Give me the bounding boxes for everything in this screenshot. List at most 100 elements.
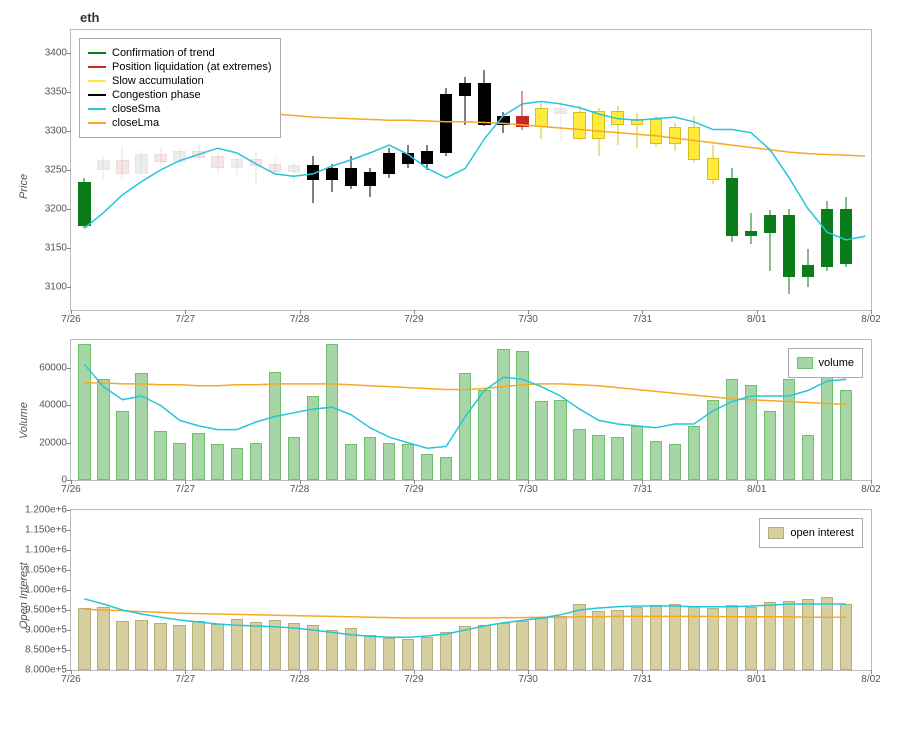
candle (821, 30, 833, 310)
oi-bar (440, 632, 452, 670)
candle (611, 30, 623, 310)
volume-bar (231, 448, 243, 480)
oi-bar (592, 611, 604, 670)
volume-bar (535, 401, 547, 480)
oi-bar (478, 625, 490, 670)
volume-bar (307, 396, 319, 480)
legend-label: Slow accumulation (112, 75, 204, 87)
candle (631, 30, 643, 310)
candle (326, 30, 338, 310)
ytick-label: 3250 (17, 165, 71, 176)
oi-bar (288, 623, 300, 670)
volume-bar (669, 444, 681, 480)
candle (421, 30, 433, 310)
oi-bar (821, 597, 833, 670)
volume-bar (478, 390, 490, 480)
oi-bar (573, 604, 585, 670)
oi-bar (421, 637, 433, 670)
oi-bar (535, 618, 547, 670)
candle (707, 30, 719, 310)
ytick-label: 1.050e+6 (17, 565, 71, 576)
volume-bar (135, 373, 147, 480)
ytick-label: 20000 (17, 437, 71, 448)
ytick-label: 3150 (17, 242, 71, 253)
volume-bar (364, 437, 376, 480)
oi-bar (269, 620, 281, 670)
oi-bar (726, 605, 738, 670)
candle (554, 30, 566, 310)
volume-bar (821, 377, 833, 480)
price-ylabel: Price (18, 174, 30, 199)
legend-label: Position liquidation (at extremes) (112, 61, 272, 73)
oi-bar (307, 625, 319, 670)
volume-bar (840, 390, 852, 480)
volume-bar (516, 351, 528, 480)
volume-bar (326, 344, 338, 480)
candle (288, 30, 300, 310)
volume-bar (288, 437, 300, 480)
ytick-label: 3350 (17, 87, 71, 98)
oi-bar (611, 610, 623, 670)
oi-bar (250, 622, 262, 670)
oi-panel: 8.000e+58.500e+59.000e+59.500e+51.000e+6… (70, 509, 872, 671)
oi-bar (764, 602, 776, 670)
candle (440, 30, 452, 310)
ytick-label: 3100 (17, 281, 71, 292)
ytick-label: 1.100e+6 (17, 545, 71, 556)
candle (669, 30, 681, 310)
candle (383, 30, 395, 310)
legend-label: Confirmation of trend (112, 47, 215, 59)
oi-bar (554, 616, 566, 670)
oi-bar (97, 607, 109, 670)
oi-bar (116, 621, 128, 670)
candle (345, 30, 357, 310)
candle (402, 30, 414, 310)
oi-bar (231, 619, 243, 670)
volume-bar (573, 429, 585, 480)
oi-bar (459, 626, 471, 670)
oi-bar (497, 623, 509, 670)
legend-label: open interest (790, 527, 854, 539)
ytick-label: 1.200e+6 (17, 505, 71, 516)
candle (535, 30, 547, 310)
oi-bar (688, 606, 700, 670)
price-legend: Confirmation of trend Position liquidatio… (79, 38, 281, 138)
ytick-label: 8.500e+5 (17, 645, 71, 656)
candle (840, 30, 852, 310)
volume-bar (631, 426, 643, 480)
volume-bar (650, 441, 662, 480)
legend-label: closeSma (112, 103, 160, 115)
volume-bar (78, 344, 90, 480)
candle (688, 30, 700, 310)
oi-bar (211, 624, 223, 670)
volume-bar (802, 435, 814, 480)
candle (592, 30, 604, 310)
oi-bar (154, 623, 166, 670)
legend-label: Congestion phase (112, 89, 201, 101)
ytick-label: 3200 (17, 203, 71, 214)
oi-bar (840, 604, 852, 670)
volume-bar (554, 400, 566, 480)
legend-label: volume (819, 357, 854, 369)
volume-bar (497, 349, 509, 480)
volume-bar (345, 444, 357, 480)
volume-bar (192, 433, 204, 480)
oi-bar (326, 630, 338, 670)
candle (726, 30, 738, 310)
volume-bar (592, 435, 604, 480)
chart-root: eth Price 31003150320032503300335034007/… (10, 10, 900, 671)
candle (478, 30, 490, 310)
ytick-label: 3400 (17, 48, 71, 59)
oi-bar (802, 599, 814, 670)
candle (650, 30, 662, 310)
legend-label: closeLma (112, 117, 159, 129)
oi-bar (516, 621, 528, 670)
ytick-label: 1.000e+6 (17, 585, 71, 596)
volume-bar (269, 372, 281, 480)
oi-bar (402, 639, 414, 670)
candle (459, 30, 471, 310)
ytick-label: 60000 (17, 363, 71, 374)
ytick-label: 40000 (17, 400, 71, 411)
volume-legend: volume (788, 348, 863, 378)
volume-bar (459, 373, 471, 480)
